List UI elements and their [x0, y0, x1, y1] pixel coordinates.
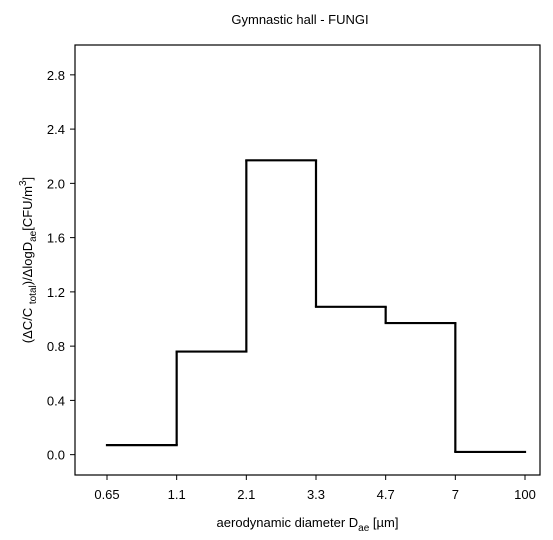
x-tick-label: 7 [452, 487, 459, 502]
label-part: 3 [18, 180, 29, 186]
label-part: ae [358, 523, 370, 534]
label-part: [µm] [369, 515, 398, 530]
y-tick-label: 0.8 [47, 339, 65, 354]
x-tick-label: 4.7 [377, 487, 395, 502]
plot-frame [74, 44, 541, 476]
y-tick-label: 1.2 [47, 285, 65, 300]
y-tick-label: 2.4 [47, 122, 65, 137]
x-tick-label: 100 [514, 487, 536, 502]
x-tick-label: 2.1 [237, 487, 255, 502]
y-tick-label: 0.0 [47, 448, 65, 463]
y-tick-label: 2.8 [47, 68, 65, 83]
label-part: total [28, 285, 39, 304]
y-tick-label: 1.6 [47, 231, 65, 246]
x-tick-label: 1.1 [168, 487, 186, 502]
y-tick-label: 2.0 [47, 176, 65, 191]
label-part: (ΔC/C [20, 304, 35, 343]
x-tick-label: 0.65 [94, 487, 119, 502]
y-tick-label: 0.4 [47, 393, 65, 408]
label-part: [CFU/m [20, 186, 35, 231]
chart-title: Gymnastic hall - FUNGI [231, 12, 368, 27]
label-part: ] [20, 177, 35, 181]
label-part: ae [28, 230, 39, 242]
label-part: aerodynamic diameter D [217, 515, 359, 530]
x-tick-label: 3.3 [307, 487, 325, 502]
y-label: (ΔC/C total)/ΔlogDae[CFU/m3] [18, 177, 39, 343]
label-part: )/ΔlogD [20, 242, 35, 285]
x-label: aerodynamic diameter Dae [µm] [217, 515, 399, 534]
